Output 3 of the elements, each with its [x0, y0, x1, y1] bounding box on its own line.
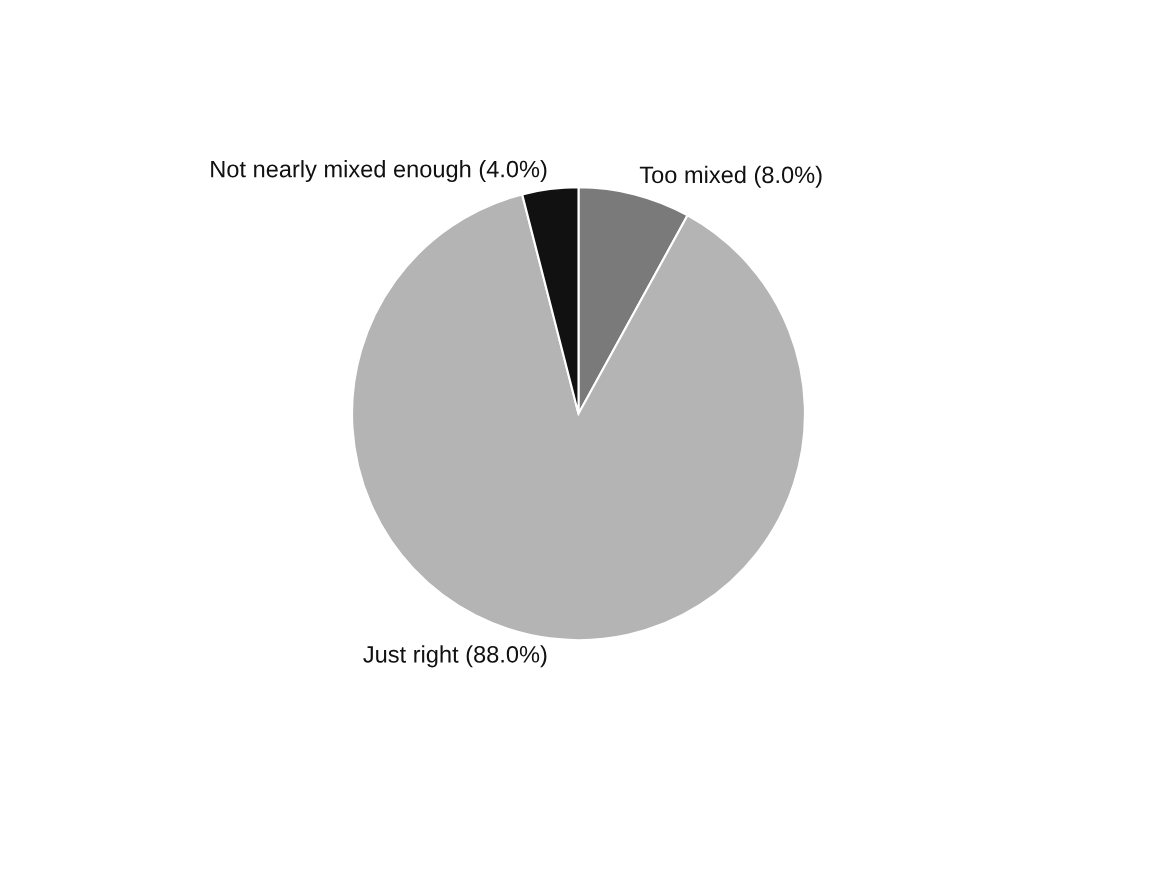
slice-label: Not nearly mixed enough (4.0%)	[211, 160, 547, 183]
slice-label: Just right (88.0%)	[363, 645, 547, 668]
slice-label: Too mixed (8.0%)	[639, 165, 822, 188]
